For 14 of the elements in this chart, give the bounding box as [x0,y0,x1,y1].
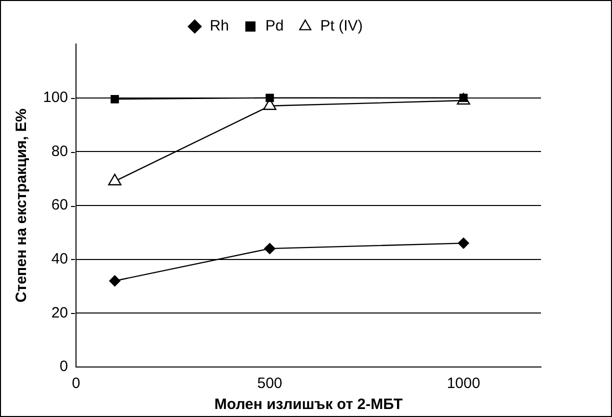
y-tick-label: 20 [51,304,68,322]
x-tick-label: 1000 [446,375,480,392]
x-axis-title: Молен излишък от 2-МБТ [214,396,403,414]
y-tick-label: 80 [51,142,68,160]
legend-label: Pd [265,18,284,35]
legend-label: Rh [210,18,229,35]
y-tick-label: 40 [51,250,68,268]
y-tick-label: 100 [42,88,68,106]
y-tick-label: 0 [60,358,68,376]
x-tick-label: 500 [257,375,282,392]
y-axis-title: Степен на екстракция, E% [13,108,30,302]
x-tick-label: 0 [72,375,80,392]
legend-label: Pt (IV) [320,18,363,35]
y-tick-label: 60 [51,196,68,214]
